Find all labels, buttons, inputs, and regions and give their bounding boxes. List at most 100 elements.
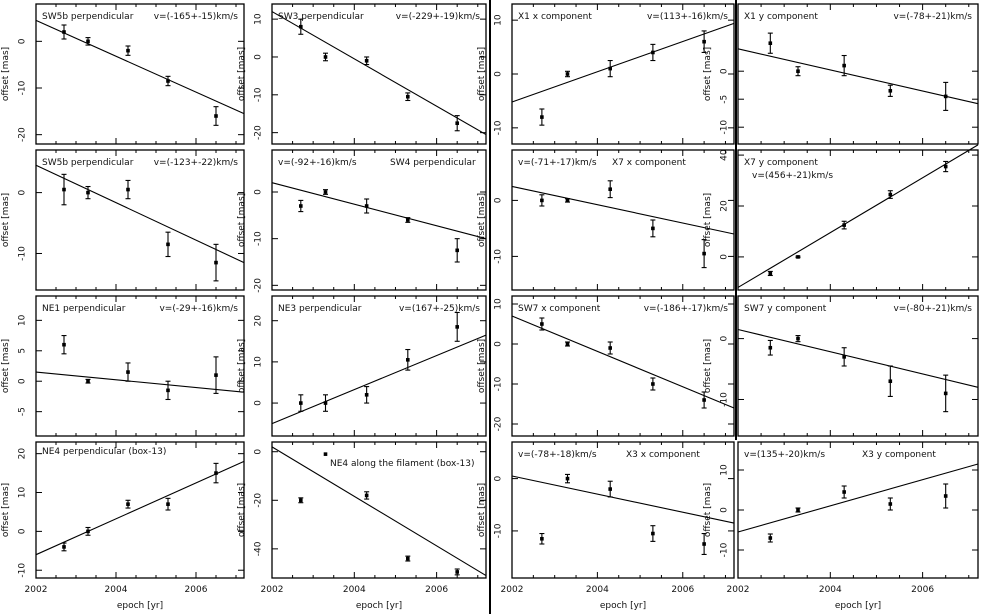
x-tick-label: 2002 xyxy=(501,585,524,595)
data-point xyxy=(702,251,706,256)
velocity-annotation: v=(-165+-15)km/s xyxy=(154,12,239,22)
data-point xyxy=(702,39,706,44)
y-axis-label: offset [mas] xyxy=(477,339,487,393)
y-tick-label: -20 xyxy=(494,416,504,431)
velocity-annotation: v=(-229+-19)km/s xyxy=(396,12,481,22)
y-axis-label: offset [mas] xyxy=(1,339,11,393)
data-point xyxy=(406,556,410,561)
panel-p7: 0 -10 offset [mas] v=(-71+-17)km/s X7 x comp… xyxy=(477,149,735,291)
data-point xyxy=(323,401,328,405)
y-tick-label: 20 xyxy=(18,448,28,460)
data-point xyxy=(651,531,655,536)
y-tick-label: 0 xyxy=(254,400,264,406)
y-tick-label: 10 xyxy=(254,13,264,25)
y-tick-label: -10 xyxy=(494,120,504,135)
panel-p5: 0 -10 offset [mas] SW5b perpendicular v=(-12… xyxy=(1,149,245,291)
data-point xyxy=(540,536,544,541)
data-point xyxy=(126,502,130,506)
y-tick-label: -40 xyxy=(254,541,264,556)
velocity-annotation: v=(-78+-21)km/s xyxy=(893,12,972,22)
panel-frame xyxy=(511,149,735,291)
y-tick-label: -10 xyxy=(18,80,28,95)
data-point xyxy=(126,370,130,374)
data-point xyxy=(299,24,303,29)
panel-title: SW4 perpendicular xyxy=(390,158,476,168)
data-point xyxy=(565,72,570,76)
y-axis-label: offset [mas] xyxy=(237,193,247,247)
panel-frame xyxy=(271,149,487,291)
data-point xyxy=(796,69,800,73)
data-point xyxy=(214,373,218,377)
data-point xyxy=(86,529,90,534)
y-tick-label: 0 xyxy=(254,449,264,455)
data-point xyxy=(768,271,773,276)
panel-title: NE4 along the filament (box-13) xyxy=(330,459,475,469)
fit-line xyxy=(271,446,487,577)
data-point xyxy=(86,39,90,44)
data-point xyxy=(565,198,570,203)
data-point xyxy=(214,471,218,475)
fit-line xyxy=(511,22,735,103)
fit-line xyxy=(271,182,487,240)
y-tick-label: 20 xyxy=(720,200,730,212)
panel-frame xyxy=(35,149,245,291)
panel-title: SW7 x component xyxy=(518,304,601,314)
x-axis-label: epoch [yr] xyxy=(835,601,881,611)
fit-line xyxy=(737,144,979,288)
y-tick-label: 10 xyxy=(254,356,264,368)
panel-title: SW5b perpendicular xyxy=(42,12,134,22)
data-point xyxy=(406,94,410,99)
panel-title: X1 x component xyxy=(518,12,592,22)
velocity-annotation: v=(-80+-21)km/s xyxy=(893,304,972,314)
fit-line xyxy=(35,460,245,556)
y-tick-label: -20 xyxy=(254,125,264,140)
x-axis-label: epoch [yr] xyxy=(117,601,163,611)
panel-frame xyxy=(511,441,735,579)
x-tick-label: 2004 xyxy=(586,585,609,595)
legend-marker xyxy=(323,452,328,456)
data-point xyxy=(943,494,948,498)
fit-line xyxy=(511,315,735,409)
y-axis-label: offset [mas] xyxy=(1,483,11,537)
panel-title: X1 y component xyxy=(744,12,818,22)
fit-line xyxy=(511,475,735,524)
y-axis-label: offset [mas] xyxy=(477,193,487,247)
y-axis-label: offset [mas] xyxy=(1,193,11,247)
y-axis-label: offset [mas] xyxy=(703,339,713,393)
data-point xyxy=(166,502,170,506)
panel-frame xyxy=(737,149,979,291)
velocity-annotation: v=(-186+-17)km/s xyxy=(644,304,729,314)
panel-p11: 10 0 -10 -20 offset [mas] SW7 x component v=(-… xyxy=(477,295,735,437)
data-point xyxy=(299,498,303,503)
y-tick-label: -20 xyxy=(254,493,264,508)
y-tick-label: 0 xyxy=(720,335,730,341)
y-tick-label: 0 xyxy=(18,378,28,384)
data-point xyxy=(608,66,612,71)
y-axis-label: offset [mas] xyxy=(237,47,247,101)
y-tick-label: -5 xyxy=(18,407,28,416)
velocity-annotation: v=(113+-16)km/s xyxy=(647,12,728,22)
velocity-annotation: v=(-92+-16)km/s xyxy=(278,158,357,168)
data-point xyxy=(565,342,570,346)
data-point xyxy=(796,255,800,259)
panel-frame xyxy=(35,441,245,579)
panel-p10: 20 10 0 offset [mas] NE3 perpendicular v=(167… xyxy=(237,295,487,437)
x-tick-label: 2006 xyxy=(185,585,208,595)
data-point xyxy=(842,63,846,68)
panel-p3: 10 0 -10 offset [mas] X1 x component v=(113+-… xyxy=(477,3,735,145)
panel-frame xyxy=(737,295,979,437)
panel-frame xyxy=(737,3,979,145)
panel-frame xyxy=(271,441,487,579)
panel-title: X3 y component xyxy=(862,450,936,460)
y-tick-label: -20 xyxy=(18,127,28,142)
panel-title: NE3 perpendicular xyxy=(278,304,362,314)
y-tick-label: -10 xyxy=(720,120,730,135)
data-point xyxy=(166,79,170,83)
data-point xyxy=(214,260,218,265)
data-point xyxy=(608,487,612,491)
x-tick-label: 2002 xyxy=(261,585,284,595)
panel-title: NE1 perpendicular xyxy=(42,304,126,314)
y-tick-label: -10 xyxy=(254,87,264,102)
fit-line xyxy=(737,463,979,533)
panel-title: X7 x component xyxy=(612,158,686,168)
